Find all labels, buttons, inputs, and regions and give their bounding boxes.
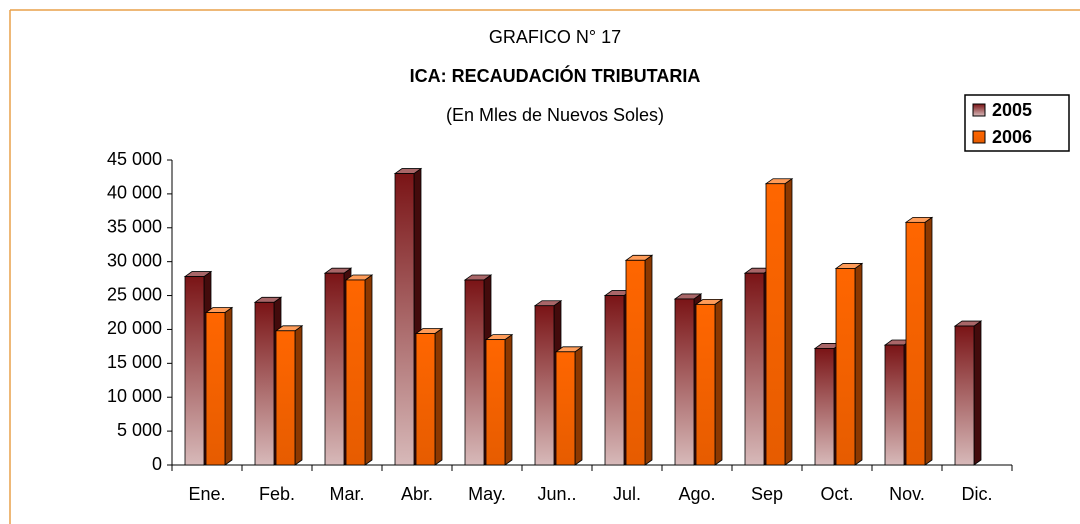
bar-front <box>765 183 786 466</box>
bar-side <box>854 262 863 466</box>
bar-side <box>224 306 233 466</box>
bar-front <box>954 325 975 466</box>
bar <box>694 298 724 466</box>
chart-subtitle: ICA: RECAUDACIÓN TRIBUTARIA <box>410 65 701 86</box>
legend-label: 2005 <box>992 100 1032 120</box>
bar <box>834 262 864 466</box>
y-tick-label: 0 <box>152 454 162 474</box>
bar-front <box>275 330 296 466</box>
chart-title: GRAFICO N° 17 <box>489 27 621 47</box>
bar <box>484 333 514 466</box>
bar-front <box>184 276 205 466</box>
bar <box>904 216 934 466</box>
x-tick-label: Feb. <box>259 484 295 504</box>
y-tick-label: 30 000 <box>107 250 162 270</box>
bar <box>624 254 654 466</box>
y-tick-label: 10 000 <box>107 386 162 406</box>
x-tick-label: May. <box>468 484 506 504</box>
bar-front <box>814 348 835 466</box>
bar-side <box>574 346 583 466</box>
chart-note: (En Mles de Nuevos Soles) <box>446 105 664 125</box>
bar-front <box>555 351 576 466</box>
bar-front <box>625 259 646 466</box>
bar-front <box>744 272 765 466</box>
x-tick-label: Ene. <box>188 484 225 504</box>
x-tick-label: Abr. <box>401 484 433 504</box>
legend-swatch <box>972 103 986 117</box>
y-tick-label: 5 000 <box>117 420 162 440</box>
x-tick-label: Dic. <box>962 484 993 504</box>
bar-front <box>485 339 506 466</box>
bar-front <box>835 268 856 466</box>
legend-label: 2006 <box>992 127 1032 147</box>
bar-front <box>254 301 275 466</box>
bar-side <box>973 320 982 466</box>
y-tick-label: 35 000 <box>107 217 162 237</box>
y-tick-label: 40 000 <box>107 183 162 203</box>
bar <box>274 325 304 466</box>
bar-front <box>464 279 485 466</box>
bar-front <box>604 295 625 466</box>
x-tick-label: Oct. <box>820 484 853 504</box>
bar-side <box>784 177 793 466</box>
bar <box>764 177 794 466</box>
y-tick-label: 20 000 <box>107 318 162 338</box>
y-tick-label: 45 000 <box>107 149 162 169</box>
bar <box>204 306 234 466</box>
x-tick-label: Mar. <box>329 484 364 504</box>
bar <box>953 320 983 466</box>
bar-front <box>345 279 366 466</box>
bar <box>414 327 444 466</box>
bar-side <box>364 274 373 466</box>
bar-front <box>884 344 905 466</box>
y-tick-label: 25 000 <box>107 284 162 304</box>
x-tick-label: Jul. <box>613 484 641 504</box>
x-tick-label: Nov. <box>889 484 925 504</box>
x-tick-label: Jun.. <box>537 484 576 504</box>
bar-side <box>434 327 443 466</box>
bar-front <box>324 272 345 466</box>
x-tick-label: Sep <box>751 484 783 504</box>
bar-front <box>415 333 436 466</box>
bar <box>344 274 374 466</box>
bar-front <box>394 173 415 466</box>
y-tick-label: 15 000 <box>107 352 162 372</box>
bar-side <box>294 325 303 466</box>
bar-front <box>905 221 926 466</box>
bar <box>554 346 584 466</box>
bar-front <box>695 303 716 466</box>
x-tick-label: Ago. <box>678 484 715 504</box>
bar-front <box>674 298 695 466</box>
bar-side <box>924 216 933 466</box>
bar-side <box>644 254 653 466</box>
bar-front <box>534 305 555 466</box>
bar-side <box>504 333 513 466</box>
bar-front <box>205 312 226 466</box>
legend-swatch <box>972 130 986 144</box>
bar-side <box>714 298 723 466</box>
